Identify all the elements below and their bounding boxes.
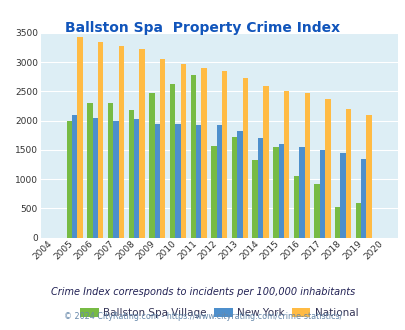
Bar bbox=[334, 207, 340, 238]
Bar bbox=[72, 115, 77, 238]
Bar bbox=[237, 131, 242, 238]
Bar bbox=[324, 99, 330, 238]
Legend: Ballston Spa Village, New York, National: Ballston Spa Village, New York, National bbox=[76, 304, 362, 322]
Bar bbox=[345, 109, 350, 238]
Bar bbox=[66, 121, 72, 238]
Bar bbox=[273, 147, 278, 238]
Bar bbox=[231, 137, 237, 238]
Bar bbox=[87, 103, 92, 238]
Bar bbox=[134, 119, 139, 238]
Bar bbox=[252, 160, 257, 238]
Bar bbox=[180, 64, 185, 238]
Bar bbox=[319, 150, 324, 238]
Bar bbox=[211, 146, 216, 238]
Bar bbox=[92, 118, 98, 238]
Bar bbox=[128, 111, 134, 238]
Bar bbox=[262, 85, 268, 238]
Text: Ballston Spa  Property Crime Index: Ballston Spa Property Crime Index bbox=[65, 21, 340, 35]
Bar bbox=[242, 78, 247, 238]
Bar bbox=[154, 124, 160, 238]
Bar bbox=[77, 37, 83, 238]
Bar bbox=[298, 147, 304, 238]
Bar bbox=[113, 121, 118, 238]
Bar bbox=[283, 91, 288, 238]
Bar bbox=[201, 68, 206, 238]
Bar bbox=[278, 144, 283, 238]
Bar bbox=[118, 46, 124, 238]
Text: Crime Index corresponds to incidents per 100,000 inhabitants: Crime Index corresponds to incidents per… bbox=[51, 287, 354, 297]
Bar bbox=[139, 49, 144, 238]
Bar bbox=[160, 59, 165, 238]
Bar bbox=[190, 75, 196, 238]
Bar bbox=[355, 203, 360, 238]
Bar bbox=[169, 84, 175, 238]
Bar bbox=[222, 71, 227, 238]
Text: © 2024 CityRating.com - https://www.cityrating.com/crime-statistics/: © 2024 CityRating.com - https://www.city… bbox=[64, 312, 341, 321]
Bar bbox=[366, 115, 371, 238]
Bar bbox=[293, 176, 298, 238]
Bar bbox=[360, 159, 366, 238]
Bar bbox=[98, 42, 103, 238]
Bar bbox=[340, 153, 345, 238]
Bar bbox=[196, 125, 201, 238]
Bar bbox=[108, 103, 113, 238]
Bar bbox=[304, 93, 309, 238]
Bar bbox=[257, 138, 262, 238]
Bar bbox=[175, 124, 180, 238]
Bar bbox=[216, 125, 222, 238]
Bar bbox=[313, 183, 319, 238]
Bar bbox=[149, 93, 154, 238]
